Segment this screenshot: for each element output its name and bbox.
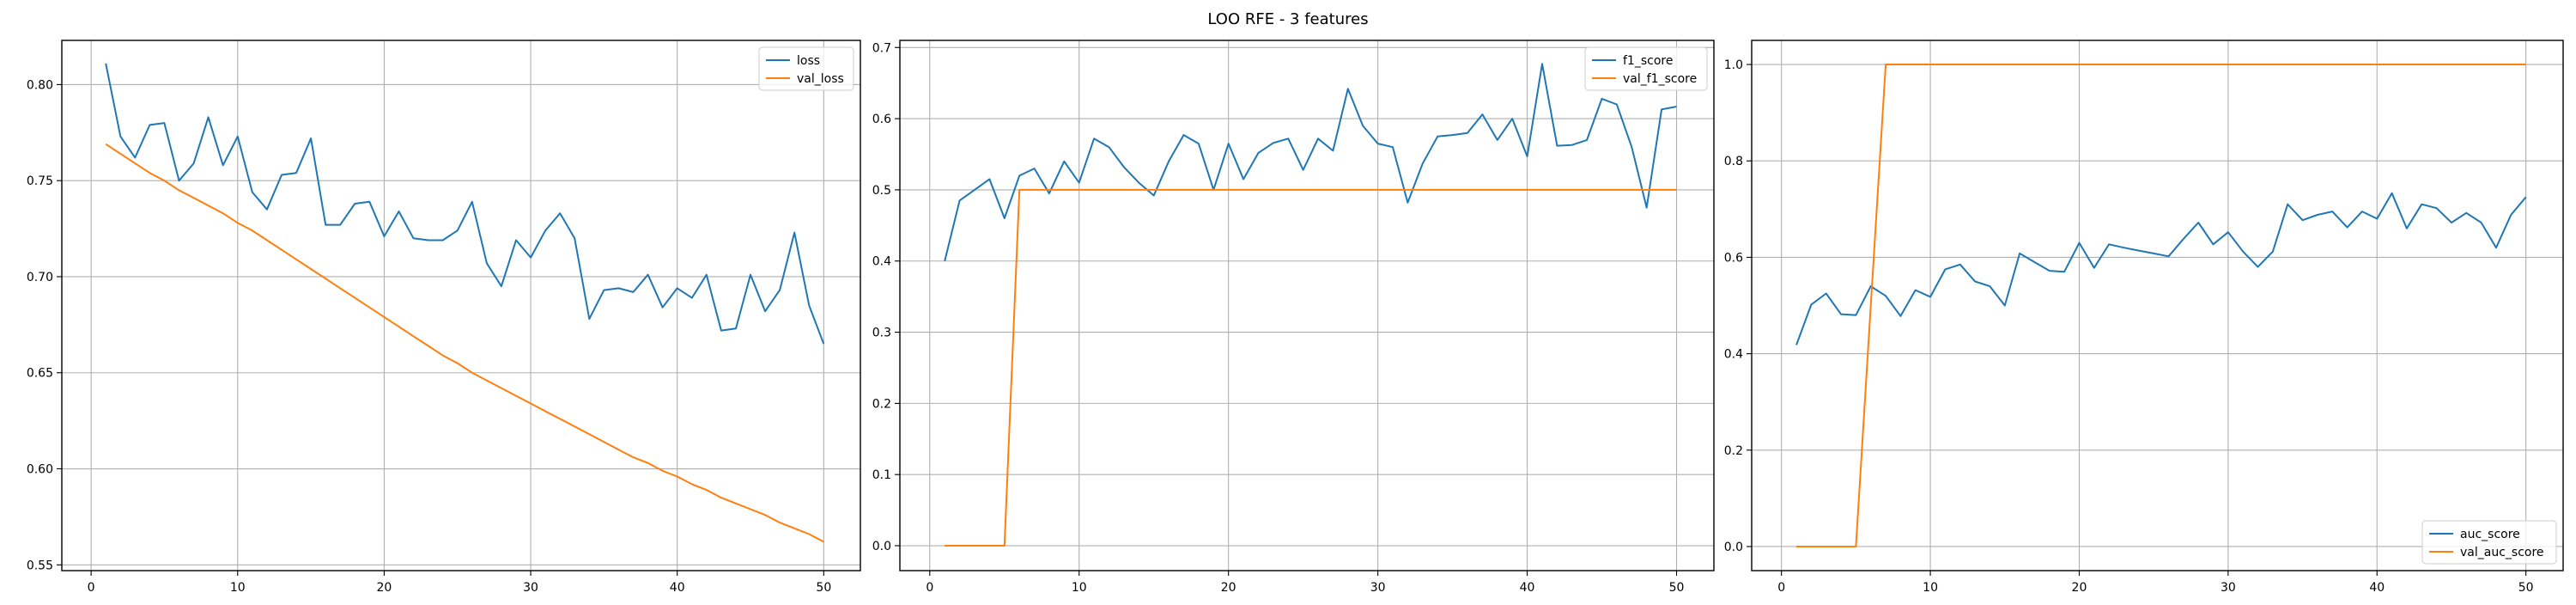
grid	[62, 40, 860, 571]
x-tick-label: 0	[88, 581, 95, 595]
y-tick-label: 0.80	[27, 78, 53, 92]
series-line-val-f1-score	[945, 188, 1677, 547]
y-tick-label: 0.4	[872, 255, 891, 269]
x-tick-label: 50	[1669, 581, 1685, 595]
x-tick-label: 20	[376, 581, 392, 595]
y-tick-label: 0.1	[872, 468, 891, 482]
series-line-auc-score	[1795, 192, 2527, 345]
y-tick-label: 0.2	[1724, 444, 1743, 458]
legend-box	[758, 46, 854, 91]
y-tick-label: 0.4	[1724, 348, 1743, 362]
panel-3: 0 10 20 30 40 50 0.0 0.2 0.4 0.6 0.8 1.0 auc_scoreva…	[1724, 40, 2564, 595]
legend-label: loss	[797, 54, 820, 68]
y-tick-label: 0.2	[872, 397, 891, 411]
y-tick-label: 0.5	[872, 184, 891, 198]
grid	[900, 40, 1714, 571]
y-tick-label: 0.55	[27, 559, 53, 572]
axes-frame	[1751, 40, 2564, 571]
y-tick-label: 0.70	[27, 271, 53, 284]
y-tick-label: 1.0	[1724, 58, 1743, 72]
legend: auc_score val_auc_score	[2421, 520, 2557, 565]
x-tick-label: 50	[816, 581, 831, 595]
axes-frame	[61, 40, 861, 571]
legend: loss val_loss	[758, 46, 854, 91]
y-tick-label: 0.6	[1724, 251, 1743, 265]
series-line-val-auc-score	[1796, 64, 2526, 547]
figure-suptitle: LOO RFE - 3 features	[1207, 10, 1368, 28]
x-tick-label: 40	[1520, 581, 1535, 595]
x-tick-label: 10	[230, 581, 246, 595]
x-tick-label: 20	[1221, 581, 1236, 595]
x-tick-label: 50	[2518, 581, 2534, 595]
series-line-val-loss	[105, 143, 824, 543]
y-tick-label: 0.7	[872, 41, 891, 55]
legend-label: val_f1_score	[1623, 72, 1697, 86]
panel-2: 0 10 20 30 40 50 0.0 0.1 0.2 0.3 0.4 0.5 0.6 0.7 f1_sc…	[872, 40, 1715, 595]
series-line-loss	[105, 63, 825, 345]
x-tick-label: 0	[926, 581, 933, 595]
y-tick-label: 0.6	[872, 113, 891, 126]
y-tick-label: 0.0	[1724, 541, 1743, 554]
x-tick-label: 10	[1072, 581, 1087, 595]
y-tick-label: 0.75	[27, 174, 53, 188]
x-tick-label: 30	[523, 581, 538, 595]
series-line-f1-score	[944, 63, 1677, 261]
panel-1: 0 10 20 30 40 50 0.55 0.60 0.65 0.70 0.75 0.80 loss v…	[27, 40, 861, 595]
x-tick-label: 40	[2369, 581, 2385, 595]
legend-label: val_loss	[797, 72, 844, 86]
x-tick-label: 10	[1923, 581, 1938, 595]
y-tick-label: 0.0	[872, 540, 891, 553]
grid	[1752, 40, 2563, 571]
x-tick-label: 30	[1370, 581, 1386, 595]
x-tick-label: 20	[2072, 581, 2087, 595]
legend-label: f1_score	[1623, 54, 1673, 68]
y-tick-label: 0.60	[27, 463, 53, 477]
x-tick-label: 40	[670, 581, 685, 595]
x-tick-label: 0	[1777, 581, 1785, 595]
legend-box	[1584, 46, 1708, 91]
y-tick-label: 0.3	[872, 327, 891, 340]
legend-box	[2421, 520, 2557, 565]
legend: f1_score val_f1_score	[1584, 46, 1708, 91]
axes-frame	[899, 40, 1715, 571]
legend-label: auc_score	[2460, 528, 2520, 541]
x-tick-label: 30	[2221, 581, 2236, 595]
y-tick-label: 0.65	[27, 367, 53, 381]
y-tick-label: 0.8	[1724, 155, 1743, 168]
legend-label: val_auc_score	[2460, 546, 2544, 559]
